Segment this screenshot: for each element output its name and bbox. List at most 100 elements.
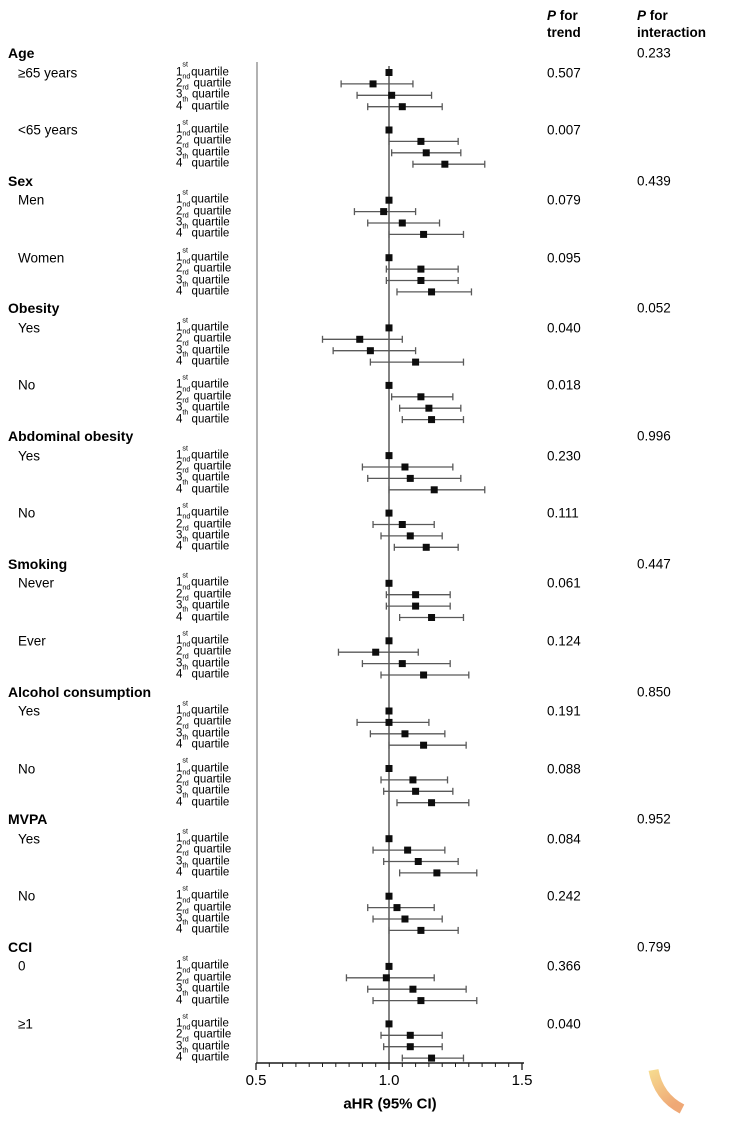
ordinal-superscript: nd (182, 257, 191, 266)
ordinal-superscript: th (182, 1046, 189, 1055)
point-estimate-marker (385, 835, 393, 843)
point-estimate-marker (385, 69, 393, 76)
point-estimate-marker (412, 358, 420, 366)
point-estimate-marker (385, 509, 393, 517)
quartile-label: 3rd quartile (176, 466, 230, 484)
ordinal-superscript: rd (182, 466, 189, 475)
point-estimate-marker (385, 579, 393, 587)
ordinal-superscript: th (182, 861, 189, 870)
quartile-label: 4th quartile (176, 94, 230, 112)
p-trend-value: 0.111 (547, 505, 579, 521)
subgroup-label: Yes (18, 448, 41, 464)
ordinal-superscript: nd (182, 129, 191, 138)
quartile-label: 1st quartile (176, 443, 229, 461)
p-italic: P (547, 8, 557, 23)
ordinal-superscript: th (182, 988, 189, 997)
quartile-label: 4th quartile (176, 407, 230, 425)
point-estimate-marker (417, 393, 425, 401)
quartile-label: 1st quartile (176, 756, 229, 774)
ordinal-superscript: st (182, 60, 188, 69)
ordinal-superscript: th (182, 733, 189, 742)
point-estimate-marker (385, 196, 393, 204)
quartile-label: 3rd quartile (176, 907, 230, 925)
quartile-label: 4th quartile (176, 790, 230, 808)
quartile-label: 2nd quartile (176, 199, 232, 217)
point-estimate-marker (385, 381, 393, 389)
ordinal-superscript: nd (182, 640, 191, 649)
quartile-label: 1st quartile (176, 373, 229, 391)
point-estimate-marker (385, 126, 393, 134)
subgroup-label: ≥1 (18, 1016, 33, 1032)
ordinal-superscript: th (182, 280, 189, 289)
quartile-label: 1st quartile (176, 1012, 229, 1030)
quartile-label: 2nd quartile (176, 257, 232, 275)
watermark-swoosh-icon (648, 1068, 685, 1114)
quartile-label: 2nd quartile (176, 582, 232, 600)
column-header-p-for-interaction: P for interaction (637, 7, 706, 41)
point-estimate-marker (428, 416, 436, 424)
quartile-label: 4th quartile (176, 605, 230, 623)
quartile-label: 4th quartile (176, 861, 230, 879)
point-estimate-marker (428, 288, 436, 296)
quartile-label: 2nd quartile (176, 1023, 232, 1041)
ordinal-superscript: th (182, 605, 189, 614)
point-estimate-marker (366, 347, 374, 355)
group-label: MVPA (8, 811, 48, 828)
p-trend-value: 0.088 (547, 761, 581, 776)
subgroup-label: Never (18, 575, 55, 591)
quartile-label: 4th quartile (176, 535, 230, 553)
ordinal-superscript: st (182, 316, 188, 325)
ordinal-superscript: st (182, 245, 188, 254)
quartile-label: 2nd quartile (176, 838, 232, 856)
quartile-label: 4th quartile (176, 988, 230, 1006)
subgroup-label: Yes (18, 703, 41, 719)
subgroup-label: Men (18, 192, 45, 208)
quartile-label: 3rd quartile (176, 651, 230, 669)
point-estimate-marker (412, 602, 420, 610)
subgroup-label: Ever (18, 633, 46, 649)
point-estimate-marker (430, 486, 438, 494)
point-estimate-marker (385, 324, 393, 332)
quartile-label: 2nd quartile (176, 966, 232, 984)
p-interaction-value: 0.052 (637, 300, 671, 316)
group-label: Abdominal obesity (8, 428, 134, 445)
point-estimate-marker (398, 219, 406, 227)
point-estimate-marker (380, 208, 388, 216)
subgroup-label: Yes (18, 831, 41, 847)
quartile-label: 2nd quartile (176, 710, 232, 728)
quartile-label: 3rd quartile (176, 524, 230, 542)
point-estimate-marker (422, 149, 430, 157)
ordinal-superscript: nd (182, 199, 191, 208)
point-estimate-marker (417, 277, 425, 284)
quartile-label: 1st quartile (176, 118, 229, 136)
quartile-label: 3rd quartile (176, 722, 230, 740)
quartile-label: 2nd quartile (176, 385, 232, 403)
point-estimate-marker (398, 103, 406, 111)
ordinal-superscript: nd (182, 710, 191, 719)
point-estimate-marker (385, 707, 393, 715)
ordinal-superscript: nd (182, 512, 191, 521)
p-trend-value: 0.242 (547, 888, 581, 904)
ordinal-superscript: st (182, 118, 188, 127)
p-interaction-value: 0.233 (637, 45, 671, 61)
quartile-label: 3rd quartile (176, 396, 230, 414)
ordinal-superscript: nd (182, 966, 191, 975)
ordinal-superscript: st (182, 571, 188, 580)
ordinal-superscript: rd (182, 141, 189, 150)
ordinal-superscript: nd (182, 455, 191, 464)
ordinal-superscript: rd (182, 594, 189, 603)
point-estimate-marker (385, 637, 393, 645)
ordinal-superscript: th (182, 94, 189, 103)
p-trend-value: 0.124 (547, 633, 581, 649)
quartile-label: 4th quartile (176, 478, 230, 496)
point-estimate-marker (372, 648, 380, 656)
point-estimate-marker (406, 1043, 414, 1051)
point-estimate-marker (369, 80, 377, 88)
ordinal-superscript: st (182, 373, 188, 382)
ordinal-superscript: st (182, 756, 188, 765)
ordinal-superscript: nd (182, 895, 191, 904)
quartile-label: 2nd quartile (176, 768, 232, 786)
ordinal-superscript: th (182, 350, 189, 359)
ordinal-superscript: st (182, 884, 188, 893)
ordinal-superscript: st (182, 699, 188, 708)
